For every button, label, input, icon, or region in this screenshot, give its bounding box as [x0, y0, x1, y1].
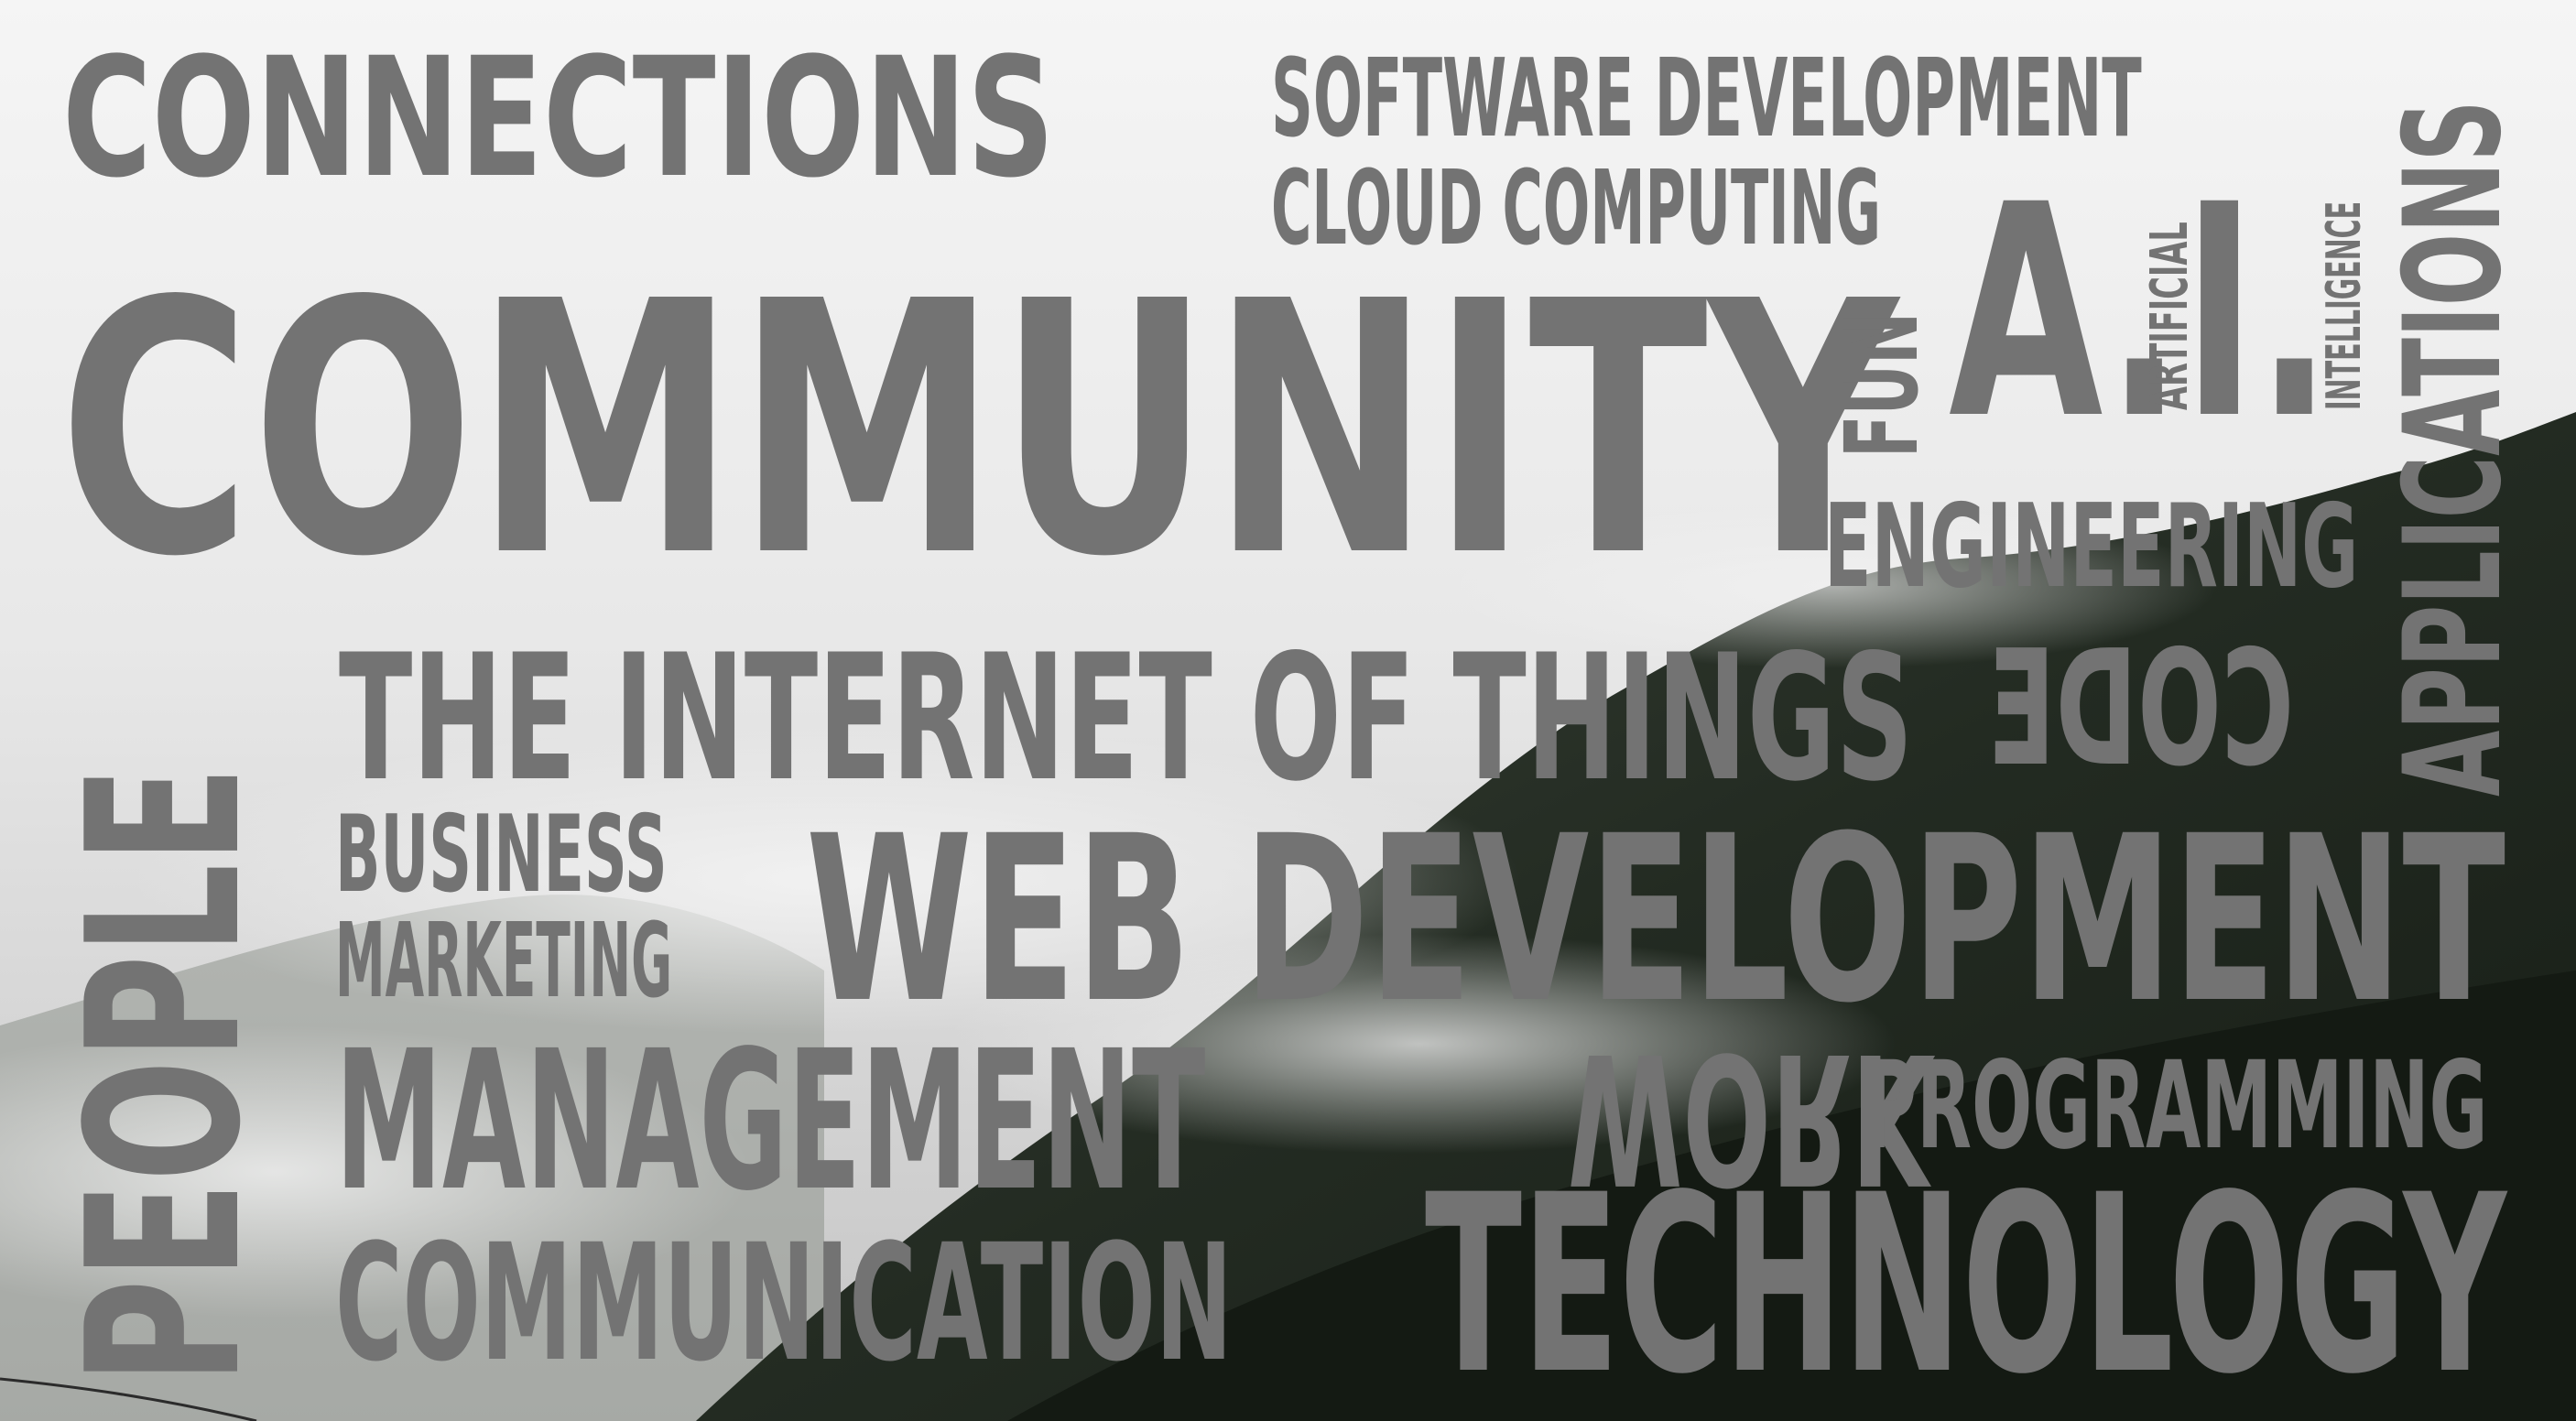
word-people: PEOPLE	[43, 765, 288, 1384]
word-software-development: SOFTWARE DEVELOPMENT	[1271, 35, 2142, 161]
word-communication: COMMUNICATION	[335, 1209, 1233, 1397]
word-internet-of-things: THE INTERNET OF THINGS	[339, 617, 1914, 819]
word-code: CODE	[1987, 616, 2294, 802]
word-community: COMMUNITY	[59, 227, 1898, 633]
word-applications: APPLICATIONS	[2375, 100, 2531, 797]
word-engineering: ENGINEERING	[1824, 479, 2359, 613]
word-ai: A.I.	[1949, 143, 2332, 483]
word-web-development: WEB DEVELOPMENT	[806, 786, 2506, 1053]
word-intelligence: INTELLIGENCE	[2317, 201, 2372, 410]
word-cloud-computing: CLOUD COMPUTING	[1271, 149, 1881, 268]
word-programming: PROGRAMMING	[1864, 1036, 2488, 1177]
word-business: BUSINESS	[335, 793, 668, 917]
word-connections: CONNECTIONS	[62, 23, 1055, 214]
word-technology: TECHNOLOGY	[1425, 1143, 2506, 1421]
word-artificial: ARTIFICIAL	[2140, 222, 2200, 410]
word-marketing: MARKETING	[335, 902, 673, 1021]
word-management: MANAGEMENT	[335, 1009, 1206, 1233]
word-fun: FUN	[1823, 311, 1940, 458]
